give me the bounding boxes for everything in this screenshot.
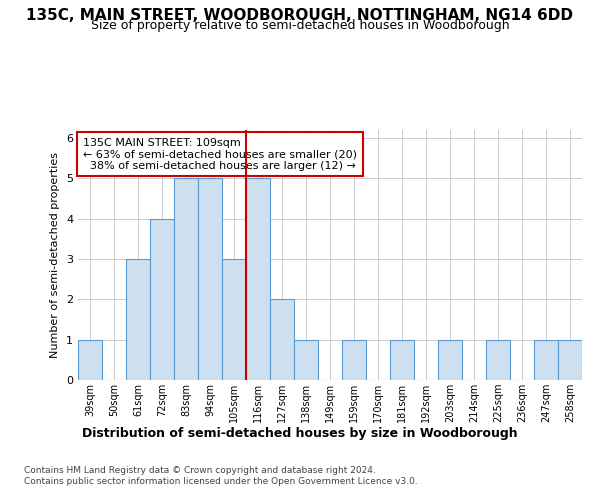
Bar (486, 340, 510, 380)
Bar (294, 340, 318, 380)
Bar (126, 259, 150, 380)
Bar (78, 340, 102, 380)
Text: 135C, MAIN STREET, WOODBOROUGH, NOTTINGHAM, NG14 6DD: 135C, MAIN STREET, WOODBOROUGH, NOTTINGH… (26, 8, 574, 22)
Text: Contains HM Land Registry data © Crown copyright and database right 2024.: Contains HM Land Registry data © Crown c… (24, 466, 376, 475)
Bar (222, 259, 246, 380)
Bar (174, 178, 198, 380)
Text: Contains public sector information licensed under the Open Government Licence v3: Contains public sector information licen… (24, 477, 418, 486)
Bar (270, 300, 294, 380)
Bar (342, 340, 366, 380)
Bar (390, 340, 414, 380)
Text: 135C MAIN STREET: 109sqm
← 63% of semi-detached houses are smaller (20)
  38% of: 135C MAIN STREET: 109sqm ← 63% of semi-d… (83, 138, 357, 170)
Text: Size of property relative to semi-detached houses in Woodborough: Size of property relative to semi-detach… (91, 19, 509, 32)
Text: Distribution of semi-detached houses by size in Woodborough: Distribution of semi-detached houses by … (82, 428, 518, 440)
Bar (534, 340, 558, 380)
Bar (150, 218, 174, 380)
Bar (558, 340, 582, 380)
Bar (246, 178, 270, 380)
Y-axis label: Number of semi-detached properties: Number of semi-detached properties (50, 152, 61, 358)
Bar (198, 178, 222, 380)
Bar (438, 340, 462, 380)
